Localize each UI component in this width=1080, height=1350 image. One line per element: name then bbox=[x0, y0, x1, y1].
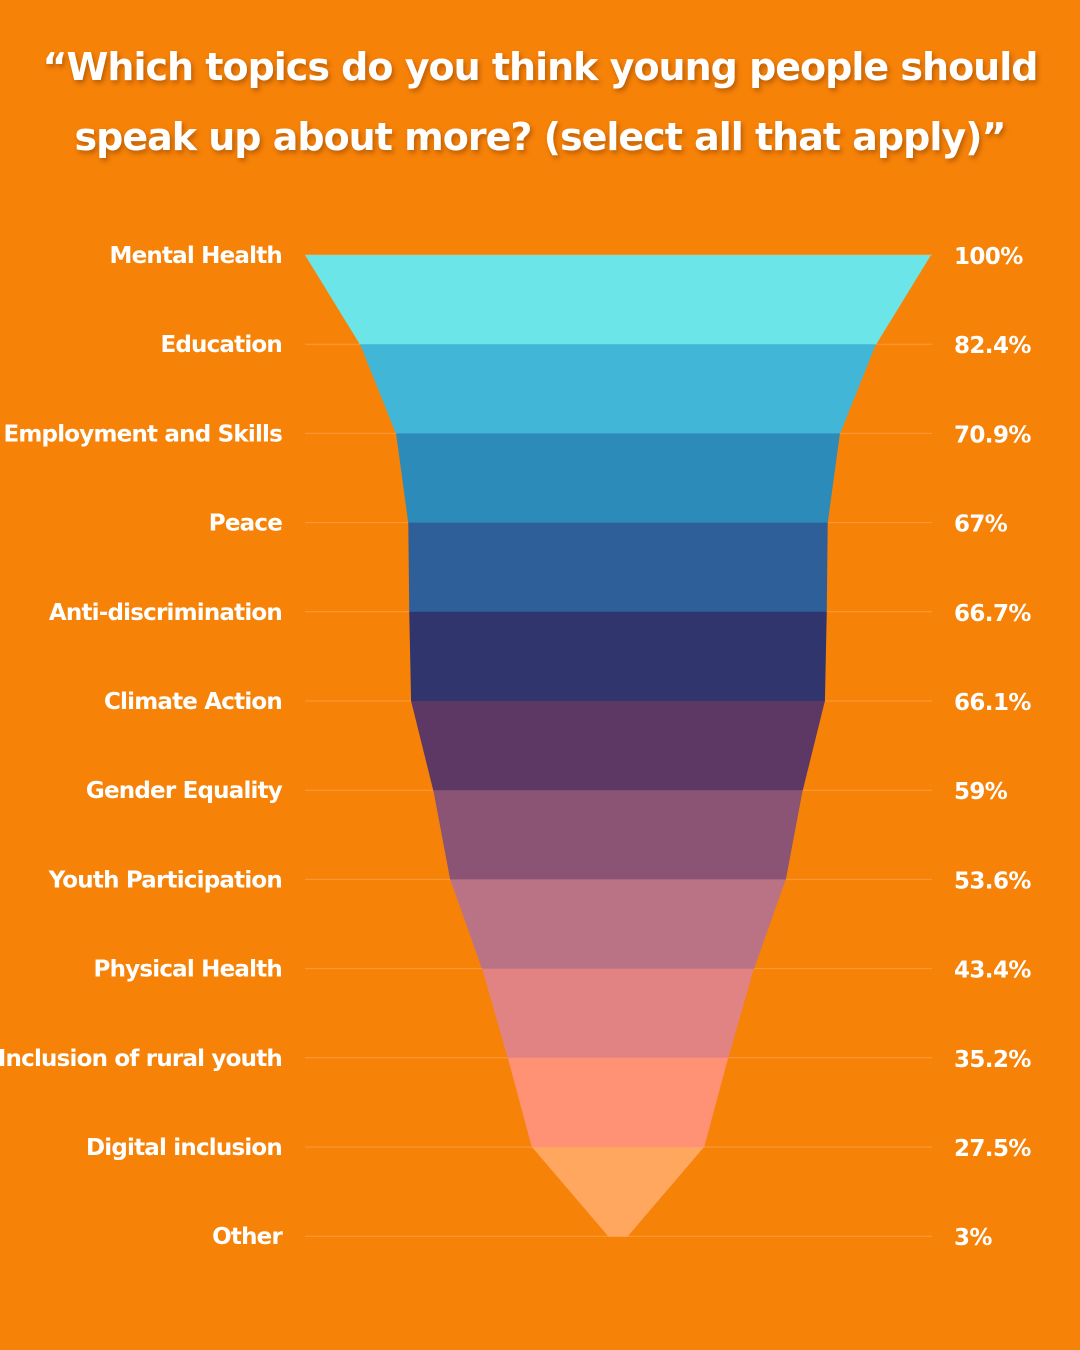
category-label: Anti-discrimination bbox=[49, 600, 282, 626]
value-label: 82.4% bbox=[954, 333, 1031, 359]
value-label: 3% bbox=[954, 1225, 992, 1251]
category-label: Education bbox=[160, 332, 282, 358]
category-label: Mental Health bbox=[110, 243, 283, 269]
funnel-segment-physical-health bbox=[482, 968, 754, 1059]
category-label: Inclusion of rural youth bbox=[0, 1046, 282, 1072]
value-label: 67% bbox=[954, 512, 1008, 538]
value-label: 66.7% bbox=[954, 601, 1031, 627]
funnel-segment-digital-inclusion bbox=[531, 1147, 705, 1237]
category-label: Other bbox=[212, 1224, 283, 1250]
category-label: Climate Action bbox=[104, 689, 282, 715]
category-label: Peace bbox=[209, 511, 282, 537]
value-label: 70.9% bbox=[954, 422, 1031, 448]
funnel-segment-mental-health bbox=[305, 255, 931, 345]
value-label: 27.5% bbox=[954, 1136, 1031, 1162]
funnel-segment-youth-participation bbox=[450, 879, 786, 970]
chart-title: “Which topics do you think young people … bbox=[42, 45, 1039, 159]
category-label: Employment and Skills bbox=[3, 421, 282, 447]
funnel-segment-inclusion-of-rural-youth bbox=[507, 1057, 729, 1148]
value-label: 59% bbox=[954, 779, 1008, 805]
value-labels: 100% 82.4% 70.9% 67% 66.7% 66.1% 59% 53.6% 43.4%… bbox=[954, 244, 1032, 1251]
category-label: Gender Equality bbox=[86, 778, 283, 804]
funnel-segment-education bbox=[360, 344, 876, 434]
funnel-segment-employment-and-skills bbox=[396, 433, 840, 524]
category-label: Physical Health bbox=[94, 957, 282, 983]
funnel-segment-anti-discrimination bbox=[409, 611, 827, 702]
funnel-segments bbox=[305, 255, 931, 1237]
category-label: Digital inclusion bbox=[86, 1135, 282, 1161]
category-labels: Mental Health Education Employment and Ski… bbox=[0, 243, 284, 1250]
funnel-segment-peace bbox=[408, 522, 828, 613]
value-label: 66.1% bbox=[954, 690, 1031, 716]
funnel-segment-climate-action bbox=[411, 701, 825, 791]
funnel-segment-gender-equality bbox=[433, 790, 803, 880]
category-label: Youth Participation bbox=[48, 867, 282, 893]
value-label: 53.6% bbox=[954, 868, 1031, 894]
value-label: 100% bbox=[954, 244, 1023, 270]
value-label: 35.2% bbox=[954, 1047, 1031, 1073]
value-label: 43.4% bbox=[954, 958, 1031, 984]
